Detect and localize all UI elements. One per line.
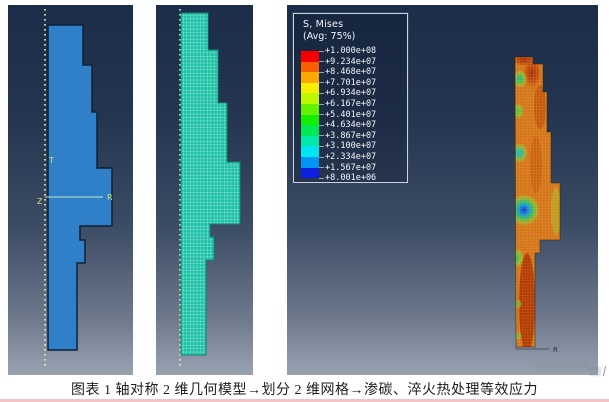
legend-value: +1.567e+07 [325, 162, 377, 173]
legend-value-row: +6.167e+07 [319, 99, 376, 110]
legend-value-row: +2.334e+07 [319, 152, 376, 163]
result-triad-r-label: R [553, 346, 558, 354]
contour-model-outline [514, 56, 561, 348]
legend-tick [319, 156, 324, 158]
watermark-smudge [599, 366, 607, 376]
legend-value: +2.334e+07 [325, 152, 377, 162]
watermark-smudge [589, 367, 601, 376]
legend-value: +8.001e+06 [325, 173, 377, 184]
legend-value: +4.634e+07 [325, 120, 377, 131]
legend-tick [319, 114, 324, 116]
legend-tick [319, 92, 324, 94]
legend-band [301, 157, 319, 168]
legend-title: S, Mises [303, 19, 344, 30]
legend-band [301, 167, 319, 179]
legend-value-row: +3.867e+07 [319, 130, 376, 141]
legend-subtitle: (Avg: 75%) [303, 31, 356, 42]
legend-band [301, 146, 319, 157]
legend-tick [319, 177, 324, 179]
meshed-part [180, 12, 241, 356]
legend-band [301, 125, 319, 136]
legend-tick [319, 71, 324, 73]
results-viewport: R S, Mises (Avg: 75%) +1.000e+08 +9.234e+… [287, 5, 598, 375]
legend-value-row: +5.401e+07 [319, 109, 376, 120]
legend-band [301, 114, 319, 126]
legend-band [301, 72, 319, 83]
legend-value: +3.100e+07 [325, 141, 377, 152]
legend-tick [319, 135, 324, 137]
legend-value-row: +8.468e+07 [319, 67, 376, 78]
figure-caption: 图表 1 轴对称 2 维几何模型→划分 2 维网格→渗碳、淬火热处理等效应力 [71, 383, 538, 398]
geometry-canvas: T Z R [37, 9, 113, 367]
legend-band [301, 61, 319, 73]
triad-r-label: R [107, 193, 113, 202]
legend-band [301, 82, 319, 94]
legend-value: +6.934e+07 [325, 88, 377, 99]
legend-tick [319, 145, 324, 147]
legend-value: +3.867e+07 [325, 130, 377, 141]
legend-tick [319, 50, 324, 52]
geometry-part-outline [47, 24, 113, 351]
triad-t-label: T [48, 156, 54, 165]
legend-value-row: +1.567e+07 [319, 162, 376, 173]
legend-tick [319, 82, 324, 84]
legend-tick [319, 167, 324, 169]
legend-value: +1.000e+08 [325, 46, 377, 56]
legend-value-row: +8.001e+06 [319, 173, 376, 184]
legend-tick [319, 124, 324, 126]
mesh-canvas [179, 9, 241, 369]
legend-band [301, 104, 319, 115]
legend-value-row: +6.934e+07 [319, 88, 376, 99]
page-bottom-edge [0, 399, 609, 402]
legend-band [301, 51, 319, 62]
legend-band [301, 93, 319, 104]
legend-value-row: +7.701e+07 [319, 77, 376, 88]
legend-tick [319, 61, 324, 63]
legend-value-row: +9.234e+07 [319, 56, 376, 67]
legend-tick [319, 103, 324, 105]
legend-value: +7.701e+07 [325, 77, 377, 88]
mesh-viewport [156, 5, 253, 375]
legend-value-row: +1.000e+08 [319, 46, 376, 57]
legend-value: +8.468e+07 [325, 67, 377, 78]
legend-value-row: +4.634e+07 [319, 120, 376, 131]
stress-legend: S, Mises (Avg: 75%) +1.000e+08 +9.234e+07… [293, 13, 408, 183]
contour-canvas: R [514, 56, 561, 354]
triad-z-label: Z [37, 197, 43, 206]
legend-value: +9.234e+07 [325, 56, 377, 67]
watermark-smudge [537, 364, 589, 371]
legend-value: +6.167e+07 [325, 99, 377, 109]
legend-band [301, 135, 319, 147]
geometry-viewport: T Z R [8, 5, 133, 375]
legend-value: +5.401e+07 [325, 109, 377, 120]
legend-value-row: +3.100e+07 [319, 141, 376, 152]
